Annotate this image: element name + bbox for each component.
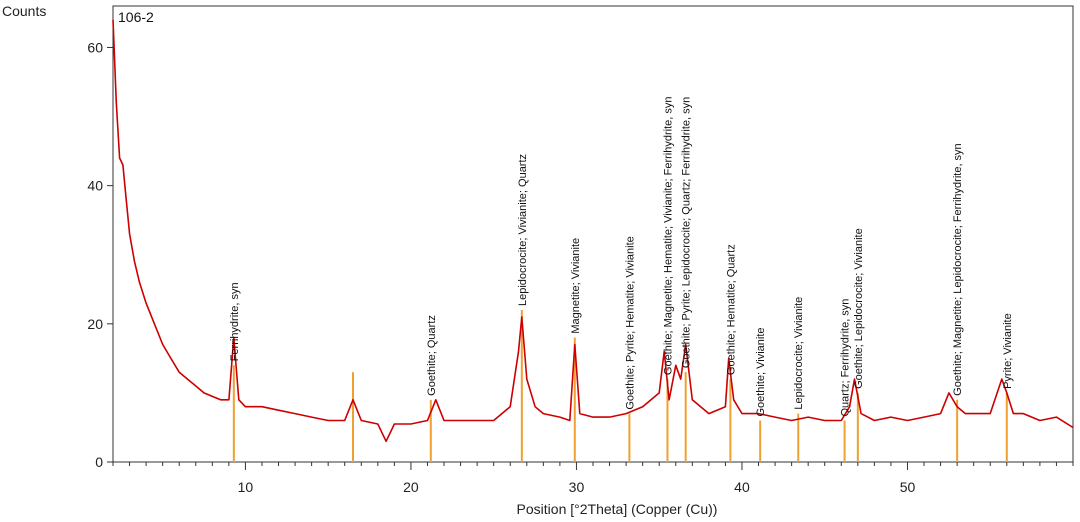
- sample-label: 106-2: [118, 9, 154, 25]
- y-tick-label: 20: [87, 316, 103, 332]
- plot-border: [112, 5, 1074, 463]
- y-tick-label: 60: [87, 39, 103, 55]
- peak-label: Goethite; Vivianite: [755, 327, 767, 416]
- peak-label: Goethite; Magnetite; Hematite; Vivianite…: [662, 96, 674, 375]
- peak-label: Pyrite; Vivianite: [1002, 313, 1014, 389]
- diffraction-pattern: [112, 19, 1074, 443]
- peak-label: Goethite; Lepidocrocite; Vivianite: [853, 228, 865, 389]
- y-axis-ticks: 0 20 40 60: [87, 39, 113, 470]
- plot-frame: [112, 5, 1074, 463]
- peak-label: Goethite; Pyrite; Lepidocrocite; Quartz;…: [681, 97, 693, 368]
- peak-label: Lepidocrocite; Vivianite: [793, 297, 805, 410]
- peak-label: Goethite; Hematite; Quartz: [725, 244, 737, 375]
- x-tick-label: 10: [238, 479, 254, 495]
- x-tick-label: 50: [900, 479, 916, 495]
- peak-labels: Ferrihydrite, syn Goethite; Quartz Lepidoc…: [229, 96, 1014, 416]
- pattern-series-line: [112, 19, 1074, 443]
- x-tick-label: 30: [569, 479, 585, 495]
- peak-label: Goethite; Pyrite; Hematite; Vivianite: [624, 236, 636, 409]
- peak-label: Lepidocrocite; Vivianite; Quartz: [517, 154, 529, 306]
- y-axis-title: Counts: [2, 3, 46, 19]
- x-axis-title: Position [°2Theta] (Copper (Cu)): [517, 501, 718, 517]
- x-tick-label: 20: [403, 479, 419, 495]
- peak-label: Goethite; Magnetite; Lepidocrocite; Ferr…: [952, 143, 964, 396]
- y-tick-label: 40: [87, 178, 103, 194]
- y-tick-label: 0: [95, 454, 103, 470]
- peak-label: Goethite; Quartz: [426, 315, 438, 396]
- peak-label: Ferrihydrite, syn: [229, 282, 241, 361]
- peak-label: Magnetite; Vivianite: [570, 238, 582, 334]
- peak-markers: [232, 310, 1008, 462]
- peak-label: Quartz; Ferrihydrite, syn: [840, 299, 852, 417]
- x-axis-ticks: 10 20 30 40 50: [112, 462, 1074, 495]
- x-tick-label: 40: [734, 479, 750, 495]
